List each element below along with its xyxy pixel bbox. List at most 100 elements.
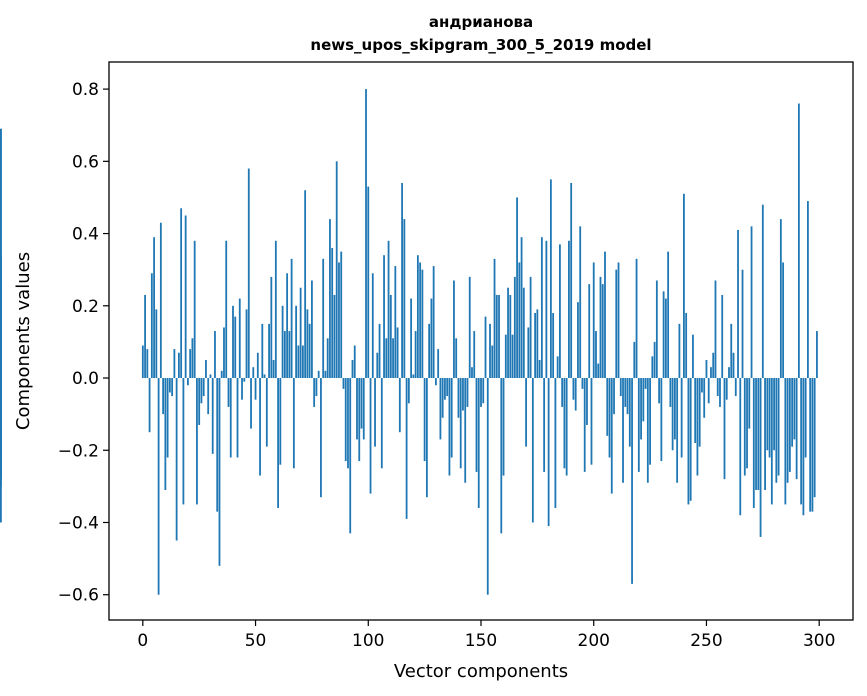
bar	[182, 378, 185, 505]
x-tick-label: 300	[803, 631, 835, 651]
bar	[671, 378, 674, 451]
chart-title-line-2: news_upos_skipgram_300_5_2019 model	[310, 36, 651, 54]
bar	[162, 378, 165, 415]
bar	[696, 378, 699, 476]
bar	[270, 276, 273, 379]
bar	[610, 378, 613, 494]
bar	[606, 378, 609, 436]
bar	[545, 240, 548, 379]
bar	[475, 378, 478, 472]
bar	[0, 128, 2, 379]
bar	[265, 378, 268, 447]
y-tick-label: 0.2	[72, 297, 99, 317]
bar	[522, 287, 525, 379]
bar	[764, 378, 766, 490]
bar	[214, 331, 216, 379]
bar	[473, 331, 476, 379]
bar	[164, 378, 167, 490]
bar	[601, 284, 604, 379]
bar	[423, 378, 426, 462]
bar	[468, 276, 471, 379]
bar	[432, 266, 435, 379]
y-tick-label: 0.0	[72, 369, 99, 389]
bar	[279, 378, 282, 465]
bar	[608, 378, 611, 458]
bar	[714, 280, 717, 379]
bar	[205, 359, 207, 379]
bar	[268, 323, 270, 379]
bar	[793, 378, 796, 440]
bar	[416, 255, 419, 379]
bar	[223, 327, 225, 379]
bar	[0, 378, 2, 472]
bar	[500, 378, 503, 534]
bar	[144, 294, 146, 379]
bar	[513, 276, 516, 379]
bar	[770, 378, 773, 505]
bar	[644, 378, 647, 389]
bar	[329, 219, 331, 379]
bar	[597, 363, 600, 379]
bar	[536, 309, 539, 379]
y-tick-label: −0.6	[58, 586, 99, 606]
bar	[277, 378, 279, 509]
bar	[734, 378, 737, 397]
bar	[685, 313, 688, 379]
bar	[256, 352, 259, 379]
bar	[554, 378, 557, 509]
bar	[344, 378, 347, 462]
bar	[525, 378, 527, 447]
bar	[511, 334, 514, 379]
bar	[173, 349, 176, 379]
bar	[595, 331, 597, 379]
bar	[234, 316, 237, 379]
bar	[807, 201, 809, 379]
bar	[694, 378, 697, 444]
bar	[365, 89, 367, 379]
bar	[655, 280, 658, 379]
bar	[804, 378, 807, 458]
bar	[741, 269, 744, 379]
bar	[673, 378, 676, 440]
bar	[759, 378, 762, 537]
bar	[320, 378, 322, 498]
bar	[549, 179, 552, 379]
bar	[259, 378, 261, 476]
bar	[410, 298, 413, 379]
bar	[669, 378, 672, 407]
bar	[351, 359, 354, 379]
bar	[412, 374, 415, 379]
bar	[232, 305, 234, 379]
bar	[414, 331, 417, 379]
bar	[658, 378, 661, 404]
bar	[816, 331, 818, 379]
bar	[0, 378, 2, 386]
bar	[317, 370, 320, 379]
y-axis-ticks: −0.6 −0.4 −0.2 0.0 0.2 0.4 0.6 0.8	[58, 80, 109, 606]
bar	[786, 378, 789, 483]
bar	[157, 378, 160, 595]
bar	[568, 240, 570, 379]
bar	[153, 237, 155, 379]
bar	[254, 378, 257, 400]
y-tick-label: 0.8	[72, 80, 99, 100]
bar	[527, 327, 530, 379]
bar	[504, 334, 507, 379]
bar	[238, 298, 241, 379]
bar	[207, 378, 210, 415]
bar	[446, 378, 449, 397]
bar	[721, 294, 724, 379]
bar	[624, 378, 627, 407]
bar	[421, 269, 424, 379]
bar	[435, 378, 437, 386]
bar	[737, 229, 739, 379]
bar	[306, 309, 309, 379]
bar	[216, 378, 219, 512]
x-axis-ticks: 0 50 100 150 200 250 300	[137, 620, 835, 651]
bar	[813, 378, 816, 498]
bar	[484, 316, 487, 379]
bar	[491, 345, 494, 379]
bar	[592, 262, 595, 379]
bar	[263, 374, 266, 379]
bar	[166, 378, 169, 458]
